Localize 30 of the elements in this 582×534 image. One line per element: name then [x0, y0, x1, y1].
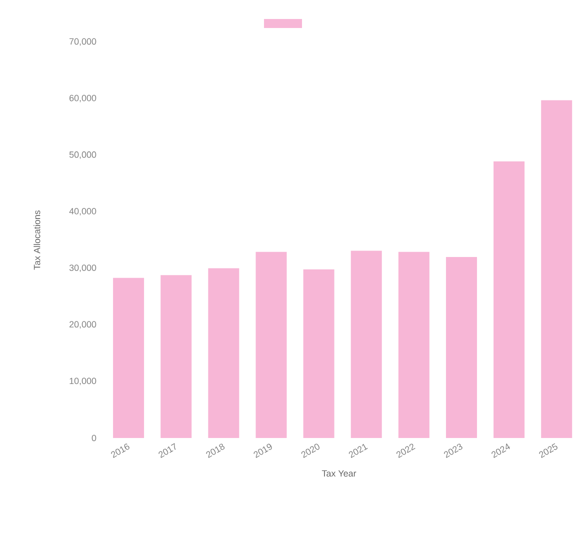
bar — [160, 275, 192, 438]
x-tick-label: 2023 — [444, 444, 462, 458]
y-tick-label: 30,000 — [69, 264, 96, 272]
y-tick-label: 40,000 — [69, 208, 96, 216]
x-tick-label: 2024 — [492, 443, 510, 458]
y-tick-label: 70,000 — [70, 38, 96, 46]
x-axis-title: Tax Year — [322, 470, 356, 477]
x-tick-label: 2021 — [348, 444, 368, 458]
x-tick-label: 2020 — [301, 444, 320, 458]
y-tick-label: 50,000 — [69, 151, 96, 159]
y-tick-label: 10,000 — [70, 378, 96, 386]
y-tick-label: 0 — [92, 434, 96, 442]
bar — [208, 268, 240, 438]
bar — [113, 278, 144, 438]
bar — [350, 250, 382, 438]
y-axis-title: Tax Allocations — [34, 210, 40, 270]
bar — [303, 269, 334, 438]
x-tick-label: 2016 — [111, 444, 130, 458]
bar — [541, 100, 572, 438]
x-tick-label: 2018 — [206, 444, 225, 458]
y-tick-label: 60,000 — [70, 94, 96, 102]
bar — [494, 161, 525, 438]
x-tick-label: 2025 — [539, 443, 558, 458]
y-tick-label: 20,000 — [70, 321, 96, 329]
x-tick-label: 2022 — [396, 444, 416, 458]
x-tick-label: 2019 — [254, 444, 272, 458]
bar — [398, 252, 430, 438]
x-tick-label: 2017 — [158, 443, 176, 458]
bar — [256, 252, 287, 438]
bar — [446, 256, 477, 438]
